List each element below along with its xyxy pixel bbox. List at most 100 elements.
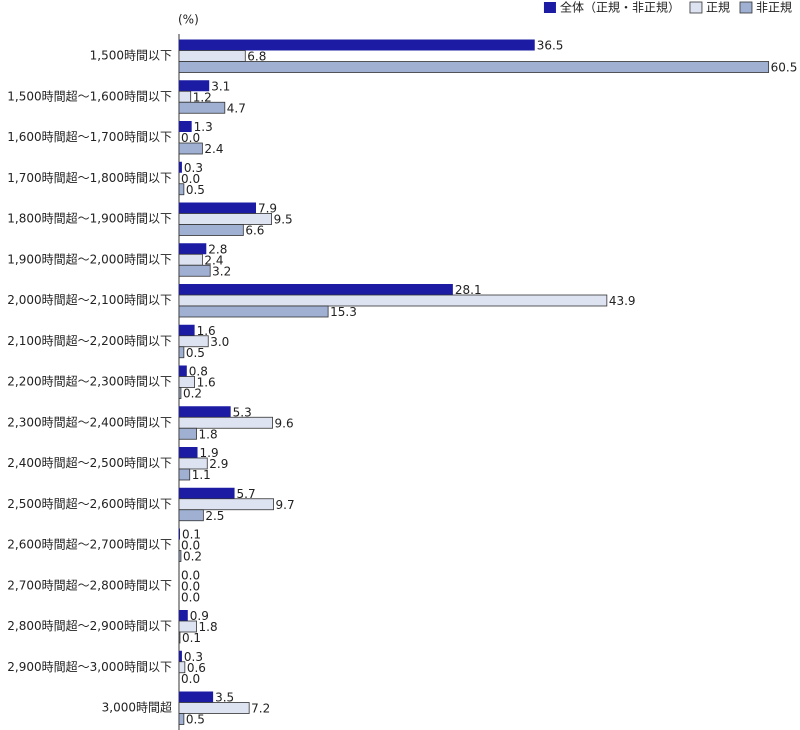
data-label: 1.2 — [193, 90, 212, 104]
data-label: 9.7 — [276, 498, 295, 512]
y-tick-label: 1,500時間超～1,600時間以下 — [7, 88, 172, 103]
data-label: 0.0 — [181, 579, 200, 593]
y-tick-label: 2,000時間超～2,100時間以下 — [7, 292, 172, 307]
data-label: 0.3 — [184, 161, 203, 175]
legend-swatch — [739, 1, 753, 14]
legend-label: 正規 — [706, 0, 730, 15]
axis-unit: (%) — [178, 13, 199, 27]
bar — [179, 324, 195, 336]
bar — [178, 90, 192, 103]
bar — [178, 387, 182, 399]
bar — [178, 661, 186, 674]
data-label: 0.0 — [181, 172, 200, 186]
bar — [179, 610, 188, 621]
data-label: 7.2 — [251, 702, 270, 716]
data-label: 2.5 — [205, 509, 224, 523]
bar — [178, 335, 209, 348]
data-label: 2.9 — [209, 457, 228, 471]
y-tick-label: 2,600時間超～2,700時間以下 — [7, 537, 172, 552]
bar — [178, 376, 195, 388]
data-label: 0.0 — [181, 590, 200, 604]
data-label: 0.0 — [181, 131, 200, 145]
data-label: 0.0 — [181, 539, 200, 553]
bar — [178, 224, 244, 236]
data-label: 28.1 — [455, 283, 482, 297]
bar — [178, 253, 203, 266]
y-tick-label: 1,800時間超～1,900時間以下 — [7, 211, 172, 226]
bar — [178, 101, 226, 114]
y-tick-label: 2,500時間超～2,600時間以下 — [7, 496, 172, 511]
y-tick-label: 1,700時間超～1,800時間以下 — [7, 170, 172, 185]
bar — [178, 294, 608, 307]
y-tick-label: 2,100時間超～2,200時間以下 — [7, 333, 172, 348]
bar — [178, 183, 185, 196]
bar — [179, 365, 187, 377]
bar — [179, 487, 235, 499]
data-label: 1.8 — [199, 427, 218, 441]
data-label: 0.0 — [181, 672, 200, 686]
data-label: 2.4 — [204, 142, 223, 156]
y-tick-label: 2,700時間超～2,800時間以下 — [7, 577, 172, 592]
data-label: 9.6 — [275, 416, 294, 430]
data-label: 0.3 — [184, 650, 203, 664]
data-label: 0.5 — [186, 183, 205, 197]
bar — [178, 631, 181, 644]
y-tick-label: 1,600時間超～1,700時間以下 — [7, 129, 172, 144]
data-label: 1.6 — [197, 376, 216, 390]
bar — [179, 243, 207, 255]
y-tick-label: 2,900時間超～3,000時間以下 — [7, 659, 172, 674]
data-label: 2.8 — [208, 242, 227, 256]
y-tick-label: 2,800時間超～2,900時間以下 — [7, 618, 172, 633]
bar — [179, 161, 182, 173]
bar — [178, 305, 329, 318]
bar — [178, 509, 204, 522]
data-label: 9.5 — [274, 213, 293, 227]
bar — [179, 650, 182, 662]
data-label: 15.3 — [330, 305, 357, 319]
data-label: 0.2 — [183, 550, 202, 564]
data-label: 0.8 — [189, 365, 208, 379]
bar — [178, 264, 211, 277]
data-label: 0.0 — [181, 568, 200, 582]
bar — [178, 142, 203, 155]
data-label: 0.5 — [186, 713, 205, 727]
bar — [179, 406, 231, 418]
bar — [179, 39, 535, 51]
data-label: 3.2 — [212, 264, 231, 278]
bar — [178, 61, 770, 73]
data-label: 3.5 — [215, 691, 234, 705]
bar — [179, 691, 214, 703]
data-label: 5.3 — [233, 405, 252, 419]
bar — [178, 620, 197, 633]
data-label: 36.5 — [537, 39, 564, 53]
data-label: 1.9 — [200, 446, 219, 460]
y-tick-label: 2,300時間超～2,400時間以下 — [7, 414, 172, 429]
data-label: 1.3 — [194, 120, 213, 134]
data-label: 6.6 — [245, 224, 264, 238]
legend-label: 全体（正規・非正規） — [560, 0, 680, 15]
data-label: 3.1 — [211, 79, 230, 93]
data-label: 0.9 — [190, 609, 209, 623]
bar — [179, 528, 180, 540]
bar — [178, 702, 250, 714]
y-tick-label: 2,400時間超～2,500時間以下 — [7, 455, 172, 470]
data-label: 43.9 — [609, 294, 636, 308]
data-label: 5.7 — [237, 487, 256, 501]
bar — [179, 202, 256, 214]
y-tick-label: 2,200時間超～2,300時間以下 — [7, 374, 172, 389]
bar — [178, 498, 274, 511]
bar — [178, 50, 246, 62]
data-label: 7.9 — [258, 202, 277, 216]
legend-swatch — [689, 1, 703, 14]
data-label: 3.0 — [210, 335, 229, 349]
bar — [178, 550, 182, 562]
data-label: 60.5 — [771, 61, 798, 75]
data-label: 0.6 — [187, 661, 206, 675]
data-label: 0.2 — [183, 387, 202, 401]
data-label: 2.4 — [204, 253, 223, 267]
bar — [179, 121, 192, 132]
data-label: 0.1 — [182, 631, 201, 645]
data-label: 0.1 — [182, 528, 201, 542]
bar — [178, 457, 208, 470]
